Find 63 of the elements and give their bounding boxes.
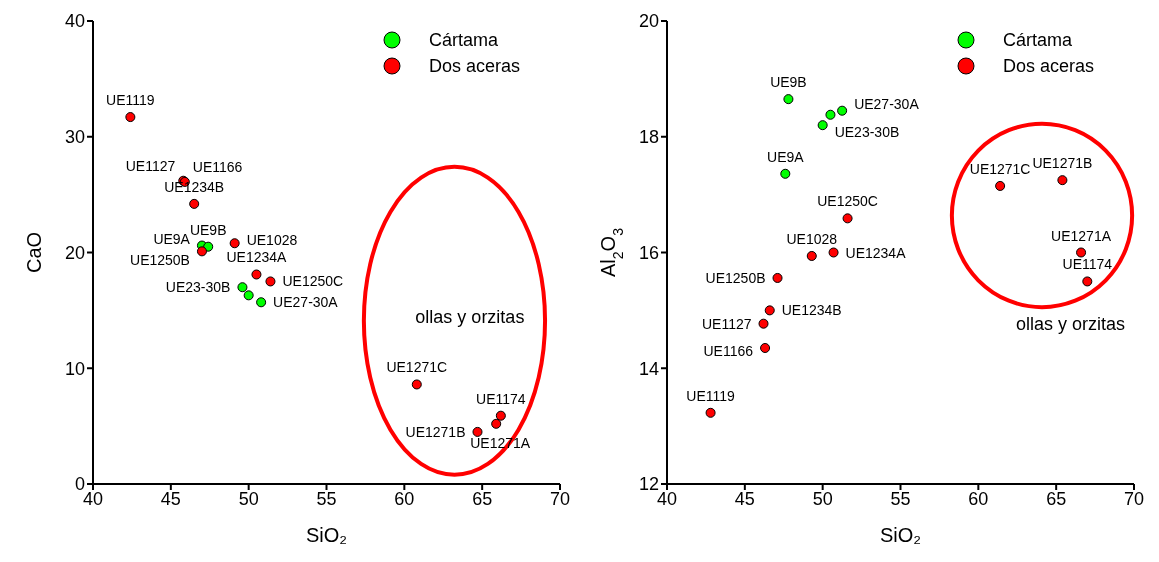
data-label: UE1127 [125, 157, 176, 174]
y-tick-label: 20 [638, 11, 659, 32]
data-label: UE27-30A [273, 294, 339, 311]
annotation: ollas y orzitas [415, 306, 525, 327]
data-label: UE27-30A [854, 95, 920, 112]
data-label: UE1271C [969, 160, 1031, 177]
y-tick-label: 10 [64, 358, 85, 379]
x-tick-label: 60 [968, 488, 989, 509]
data-label: UE9B [189, 221, 227, 238]
x-tick-label: 65 [472, 488, 493, 509]
x-tick-label: 55 [890, 488, 911, 509]
data-label: UE9A [153, 230, 191, 247]
data-label: UE1234A [226, 249, 288, 266]
data-label: UE1119 [686, 387, 736, 404]
data-label: UE1234B [164, 178, 225, 195]
legend-label: Cártama [1002, 29, 1072, 52]
data-label: UE1250B [130, 252, 190, 269]
y-tick-label: 12 [638, 474, 659, 495]
x-tick-label: 55 [316, 488, 337, 509]
legend-label: Dos aceras [1002, 55, 1094, 78]
data-label: UE1119 [106, 92, 155, 109]
legend-label: Cártama [428, 29, 498, 52]
data-label: UE1174 [476, 390, 526, 407]
data-label: UE1166 [703, 342, 754, 359]
y-tick-label: 16 [638, 242, 659, 263]
x-axis-title: SiO₂ [305, 524, 348, 546]
y-tick-label: 0 [74, 474, 85, 495]
x-tick-label: 60 [394, 488, 415, 509]
data-label: UE1028 [246, 232, 298, 249]
annotation: ollas y orzitas [1015, 313, 1126, 334]
x-tick-label: 50 [812, 488, 833, 509]
y-tick-label: 30 [64, 127, 85, 148]
data-label: UE1028 [786, 230, 838, 247]
data-label: UE1271B [405, 423, 466, 440]
x-tick-label: 45 [160, 488, 181, 509]
x-tick-label: 70 [1123, 488, 1145, 509]
data-label: UE9B [770, 74, 807, 91]
data-label: UE1234B [781, 302, 842, 319]
data-label: UE1234A [845, 244, 907, 261]
y-tick-label: 40 [64, 11, 85, 32]
y-tick-label: 14 [638, 358, 659, 379]
x-tick-label: 50 [238, 488, 259, 509]
data-label: UE1250C [282, 273, 344, 290]
data-label: UE1271C [386, 359, 448, 376]
data-label: UE23-30B [165, 279, 231, 296]
y-tick-label: 18 [638, 127, 659, 148]
y-axis-title: CaO [23, 231, 45, 274]
x-tick-label: 45 [734, 488, 755, 509]
data-label: UE9A [767, 148, 805, 165]
legend-label: Dos aceras [428, 55, 520, 78]
data-label: UE1166 [192, 158, 243, 175]
data-label: UE1250B [705, 269, 766, 286]
data-label: UE1127 [701, 315, 752, 332]
data-label: UE1271B [1032, 155, 1093, 172]
x-tick-label: 70 [549, 488, 571, 509]
x-tick-label: 65 [1046, 488, 1067, 509]
x-tick-label: 40 [82, 488, 104, 509]
x-axis-title: SiO₂ [879, 524, 922, 546]
data-label: UE1271A [1051, 227, 1112, 244]
data-label: UE1174 [1062, 256, 1113, 273]
y-tick-label: 20 [64, 242, 85, 263]
data-label: UE23-30B [834, 124, 900, 141]
data-label: UE1250C [817, 193, 878, 210]
